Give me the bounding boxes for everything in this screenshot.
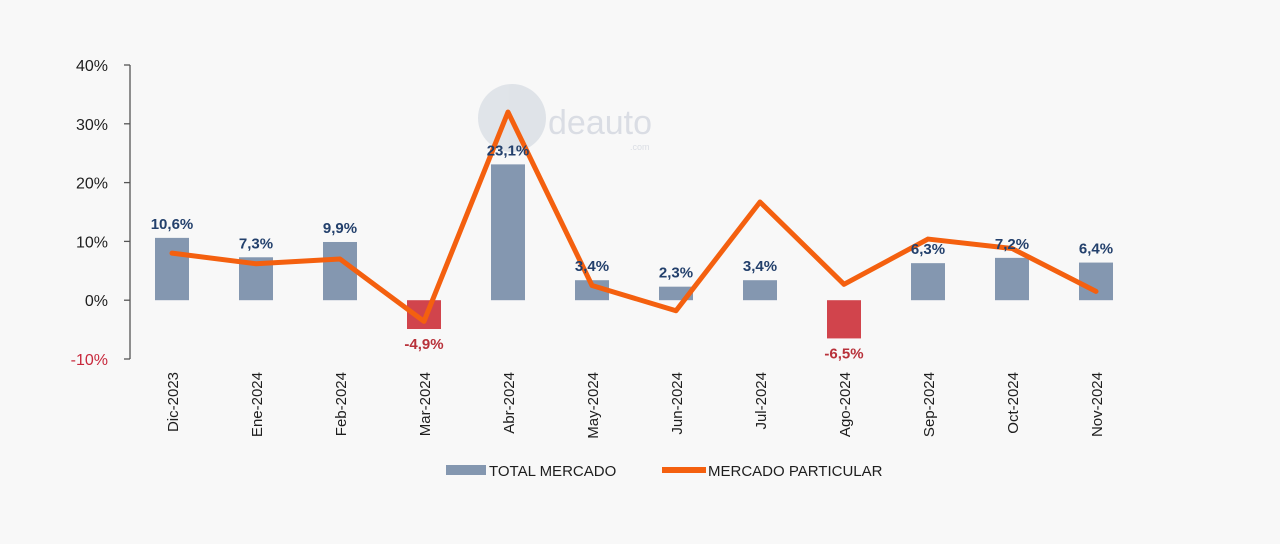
x-tick-label: Ago-2024 — [837, 372, 854, 437]
y-tick-label: 0% — [85, 293, 108, 310]
line-mercado-particular — [169, 109, 1099, 324]
bar-nov-2024 — [1079, 262, 1113, 301]
data-label-may-2024: 3,4% — [575, 258, 609, 275]
x-tick-label: Abr-2024 — [501, 372, 518, 434]
x-tick-label: Mar-2024 — [417, 372, 434, 436]
data-label-ene-2024: 7,3% — [239, 235, 273, 252]
bar-may-2024 — [575, 280, 609, 301]
data-label-oct-2024: 7,2% — [995, 236, 1029, 253]
legend-label-mercado-particular: MERCADO PARTICULAR — [708, 463, 883, 480]
line-point-nov-2024 — [1095, 290, 1097, 292]
y-axis: 40% 30% 20% 10% 0% -10% — [71, 58, 131, 369]
line-point-ene-2024 — [255, 263, 257, 265]
bar-jul-2024 — [743, 280, 777, 301]
bar-oct-2024 — [995, 257, 1029, 301]
data-label-abr-2024: 23,1% — [487, 142, 530, 159]
x-tick-label: Oct-2024 — [1005, 372, 1022, 434]
x-tick-label: Dic-2023 — [165, 372, 182, 432]
legend: TOTAL MERCADO MERCADO PARTICULAR — [446, 463, 883, 480]
line-point-feb-2024 — [339, 258, 341, 260]
data-label-jul-2024: 3,4% — [743, 258, 777, 275]
line-point-abr-2024 — [507, 111, 509, 113]
x-tick-label: Jun-2024 — [669, 372, 686, 435]
data-label-feb-2024: 9,9% — [323, 220, 357, 237]
data-label-ago-2024: -6,5% — [824, 345, 863, 362]
data-labels: 10,6% 7,3% 9,9% -4,9% 23,1% 3,4% 2,3% 3,4% -6,5%… — [151, 142, 1113, 362]
x-tick-label: Feb-2024 — [333, 372, 350, 436]
x-axis: Dic-2023 Ene-2024 Feb-2024 Mar-2024 Abr-2024… — [165, 372, 1106, 439]
line-point-dic-2023 — [171, 252, 173, 254]
watermark-sub: .com — [630, 142, 650, 152]
data-label-dic-2023: 10,6% — [151, 216, 194, 233]
line-point-mar-2024 — [423, 320, 425, 322]
line-point-jul-2024 — [759, 201, 761, 203]
bar-ago-2024 — [827, 300, 861, 339]
data-label-sep-2024: 6,3% — [911, 241, 945, 258]
line-point-ago-2024 — [843, 283, 845, 285]
x-tick-label: Nov-2024 — [1089, 372, 1106, 437]
legend-label-total-mercado: TOTAL MERCADO — [489, 463, 616, 480]
watermark-brand: deauto — [548, 104, 652, 142]
x-tick-label: May-2024 — [585, 372, 602, 439]
bars-total-mercado — [155, 164, 1113, 339]
bar-feb-2024 — [323, 241, 357, 301]
x-tick-label: Jul-2024 — [753, 372, 770, 430]
y-tick-label: 10% — [76, 234, 108, 251]
x-tick-label: Ene-2024 — [249, 372, 266, 437]
bar-abr-2024 — [491, 164, 525, 301]
x-tick-label: Sep-2024 — [921, 372, 938, 437]
y-tick-label: 30% — [76, 117, 108, 134]
bar-sep-2024 — [911, 263, 945, 301]
line-series-path — [169, 109, 1099, 324]
y-tick-label: 20% — [76, 176, 108, 193]
line-point-jun-2024 — [675, 310, 677, 312]
data-label-nov-2024: 6,4% — [1079, 241, 1113, 258]
line-point-oct-2024 — [1011, 247, 1013, 249]
legend-swatch-mercado-particular — [662, 467, 706, 473]
data-label-jun-2024: 2,3% — [659, 265, 693, 282]
legend-swatch-total-mercado — [446, 465, 486, 475]
line-point-sep-2024 — [927, 238, 929, 240]
bar-dic-2023 — [155, 237, 189, 301]
data-label-mar-2024: -4,9% — [404, 336, 443, 353]
y-tick-label: 40% — [76, 58, 108, 75]
y-tick-label: -10% — [71, 352, 108, 369]
line-point-may-2024 — [591, 285, 593, 286]
